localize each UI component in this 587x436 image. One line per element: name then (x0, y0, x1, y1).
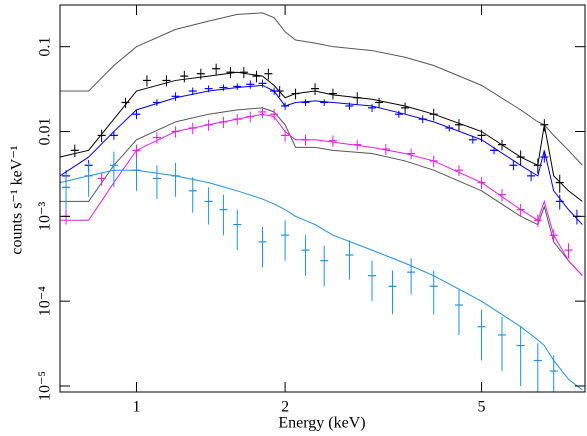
y-axis-label: counts s⁻¹ keV⁻¹ (9, 145, 26, 254)
y-tick-label: 10⁻³ (37, 202, 54, 231)
model-line (60, 84, 583, 225)
plot-area (60, 12, 583, 392)
x-axis-label: Energy (keV) (278, 415, 365, 432)
x-tick-label: 1 (132, 399, 140, 416)
model-line (60, 71, 583, 202)
x-tick-label: 2 (281, 399, 289, 416)
model-line (60, 107, 583, 276)
y-tick-label: 0.1 (37, 37, 54, 57)
y-tick-label: 10⁻⁴ (37, 286, 54, 316)
y-tick-label: 0.01 (37, 118, 54, 146)
plot-frame (59, 4, 586, 393)
model-line (60, 12, 583, 166)
model-line (60, 169, 583, 391)
model-line (60, 113, 583, 276)
x-tick-label: 5 (478, 399, 486, 416)
y-tick-label: 10⁻⁵ (37, 371, 54, 401)
